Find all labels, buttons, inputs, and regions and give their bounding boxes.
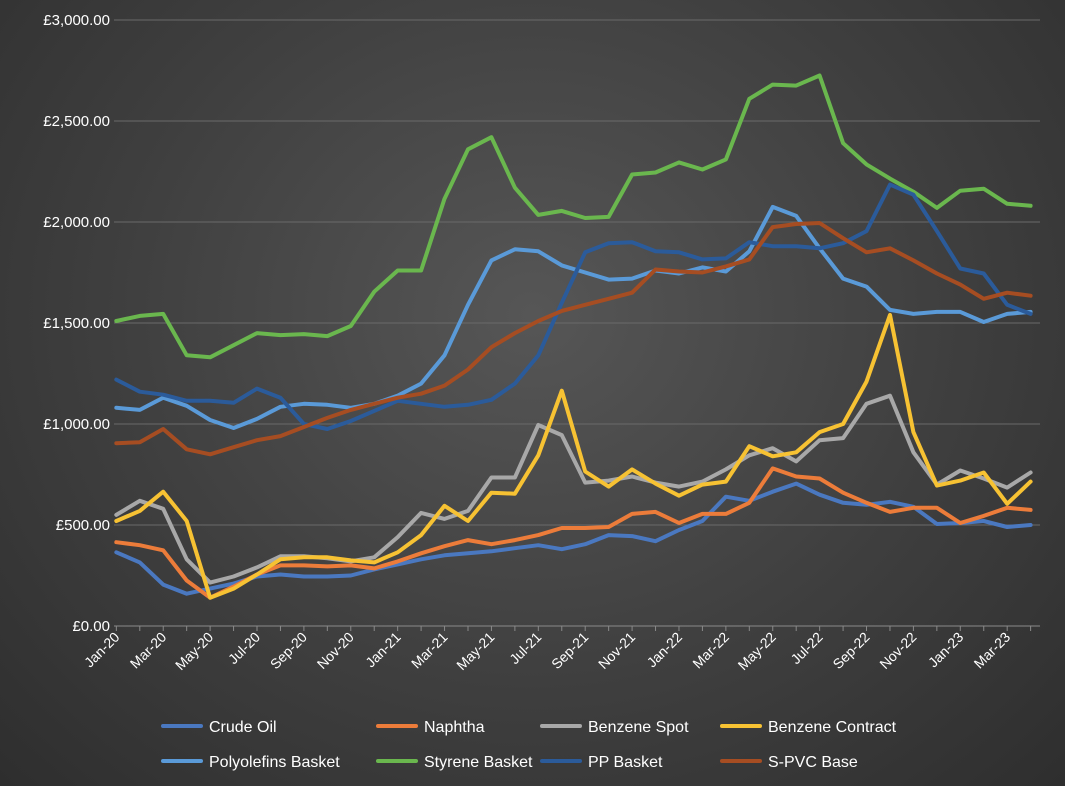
x-tick-label: May-20 [172,629,216,673]
y-tick-label: £3,000.00 [43,12,110,29]
legend-item-benzene-spot: Benzene Spot [540,719,689,736]
x-tick-label: Sep-22 [829,629,872,672]
x-tick-label: Nov-22 [876,629,919,672]
legend-item-styrene-basket: Styrene Basket [376,754,533,771]
x-tick-label: Mar-23 [971,629,1014,672]
y-tick-label: £500.00 [56,517,110,534]
legend-label: Benzene Contract [768,719,897,736]
legend-label: Crude Oil [209,719,277,736]
legend-item-polyolefins-basket: Polyolefins Basket [161,754,340,771]
series-line-styrene-basket [114,73,1033,360]
legend-label: Polyolefins Basket [209,754,340,771]
x-tick-label: Sep-21 [548,629,591,672]
series-line-benzene-spot [114,393,1033,585]
x-tick-label: Mar-21 [408,629,451,672]
x-tick-label: Mar-20 [127,629,170,672]
series-line-naphtha [114,466,1033,600]
x-tick-label: Jan-22 [644,629,686,671]
legend-label: Naphtha [424,719,485,736]
series-line-crude-oil [114,481,1033,596]
legend-item-pp-basket: PP Basket [540,754,663,771]
series-line-polyolefins-basket [114,204,1033,430]
y-tick-label: £2,000.00 [43,214,110,231]
legend-label: S-PVC Base [768,754,858,771]
legend: Crude Oil Naphtha Benzene Spot Benzene Cont… [161,719,897,771]
legend-item-crude-oil: Crude Oil [161,719,277,736]
x-tick-label: Jan-23 [925,629,967,671]
axes: £0.00 £500.00 £1,000.00 £1,500.00 £2,000.00 £… [43,12,1040,673]
y-tick-label: £0.00 [72,618,110,635]
x-tick-label: Nov-20 [314,629,357,672]
x-tick-label: Sep-20 [267,629,310,672]
y-tick-label: £2,500.00 [43,113,110,130]
series-lines [114,73,1033,600]
legend-item-s-pvc-base: S-PVC Base [720,754,858,771]
x-tick-label: May-22 [735,629,779,673]
x-tick-label: Jul-22 [787,629,825,667]
legend-label: PP Basket [588,754,663,771]
legend-label: Styrene Basket [424,754,533,771]
series-line-benzene-contract [114,312,1033,600]
x-tick-label: Jan-21 [362,629,404,671]
x-tick-label: Mar-22 [689,629,732,672]
series-line-pp-basket [114,182,1033,431]
x-tick-label: Jul-21 [506,629,544,667]
series-line-s-pvc-base [114,221,1033,457]
x-tick-label: May-21 [453,629,497,673]
y-tick-label: £1,000.00 [43,416,110,433]
y-tick-label: £1,500.00 [43,315,110,332]
legend-item-naphtha: Naphtha [376,719,485,736]
legend-label: Benzene Spot [588,719,689,736]
legend-item-benzene-contract: Benzene Contract [720,719,897,736]
x-tick-label: Nov-21 [595,629,638,672]
gridlines [114,19,1040,526]
x-tick-label: Jul-20 [225,629,263,667]
